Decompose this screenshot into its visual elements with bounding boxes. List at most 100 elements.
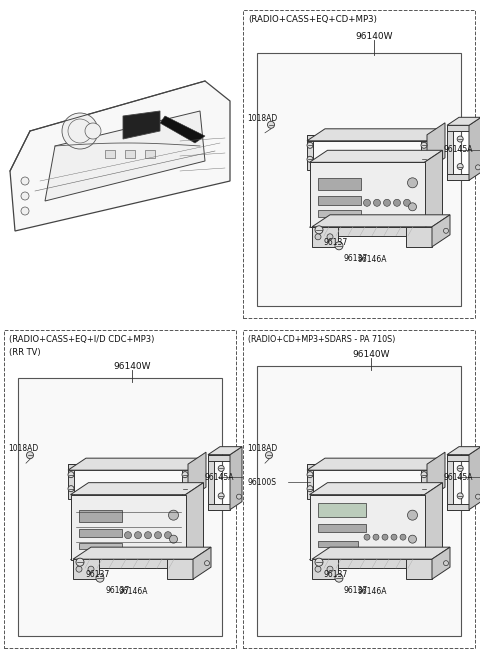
Polygon shape [68,458,206,470]
Bar [208,504,230,510]
Circle shape [315,226,323,234]
Text: (RR TV): (RR TV) [9,348,41,357]
Bar [307,134,313,170]
Bar [307,464,427,470]
Polygon shape [310,483,443,495]
Bar [125,150,135,158]
Bar [310,162,424,227]
Polygon shape [208,447,242,455]
Bar [71,495,185,560]
Circle shape [408,510,418,520]
Text: (RADIO+CD+MP3+SDARS - PA 710S): (RADIO+CD+MP3+SDARS - PA 710S) [248,335,396,344]
Circle shape [457,465,463,472]
Bar [447,125,453,180]
Text: (RADIO+CASS+EQ+CD+MP3): (RADIO+CASS+EQ+CD+MP3) [248,15,377,24]
Polygon shape [427,123,445,170]
Circle shape [62,113,98,149]
Circle shape [237,494,241,499]
Circle shape [68,485,74,491]
Bar [18,378,222,636]
Text: 96137: 96137 [324,238,348,247]
Circle shape [307,472,313,478]
Circle shape [335,574,343,582]
Circle shape [404,199,410,206]
Text: 1018AD: 1018AD [247,444,277,453]
Bar [317,178,361,190]
Polygon shape [160,116,205,143]
Bar [208,455,230,461]
Circle shape [307,156,313,162]
Circle shape [421,156,427,162]
Bar [79,529,122,537]
Circle shape [21,207,29,215]
Circle shape [165,531,171,539]
Text: 96145A: 96145A [204,473,234,482]
Polygon shape [230,447,242,510]
Circle shape [26,452,34,459]
Circle shape [169,535,178,543]
Bar [257,366,461,636]
Bar [68,464,188,470]
Polygon shape [312,227,338,247]
Text: 96100S: 96100S [248,478,277,487]
Bar [447,174,469,180]
Circle shape [457,493,463,499]
Polygon shape [427,452,445,499]
Bar [447,455,453,510]
Circle shape [21,192,29,200]
Bar [243,330,475,648]
Text: 96140W: 96140W [352,350,390,359]
Circle shape [421,142,427,148]
Bar [317,541,358,547]
Polygon shape [71,548,204,560]
Text: 1018AD: 1018AD [247,113,277,123]
Bar [317,196,361,205]
Circle shape [168,510,179,520]
Bar [105,150,115,158]
Circle shape [315,558,323,566]
Bar [406,227,432,247]
Bar [421,464,427,499]
Circle shape [373,534,379,540]
Circle shape [204,561,209,565]
Circle shape [457,163,463,169]
Text: 96137: 96137 [85,570,109,579]
Text: 96146A: 96146A [357,587,387,596]
Bar [317,503,366,517]
Polygon shape [312,559,338,579]
Bar [447,455,469,461]
Text: 96137: 96137 [344,586,368,595]
Text: 96137: 96137 [344,254,368,263]
Text: 96145A: 96145A [444,473,473,482]
Polygon shape [469,117,480,180]
Circle shape [315,566,321,572]
Text: 96137: 96137 [105,586,129,595]
Polygon shape [71,483,204,495]
Circle shape [476,165,480,170]
Bar [307,134,427,141]
Bar [324,559,420,568]
Polygon shape [310,548,443,560]
Polygon shape [73,547,211,559]
Polygon shape [424,150,443,227]
Circle shape [384,199,391,206]
Polygon shape [310,215,443,227]
Polygon shape [424,483,443,560]
Bar [79,510,122,522]
Bar [257,53,461,306]
Circle shape [307,485,313,491]
Polygon shape [307,458,445,470]
Circle shape [21,177,29,185]
Circle shape [182,472,188,478]
Circle shape [155,531,161,539]
Bar [421,134,427,170]
Bar [208,455,214,510]
Circle shape [363,199,371,206]
Circle shape [134,531,142,539]
Bar [317,211,361,216]
Bar [85,559,181,568]
Circle shape [267,121,275,129]
Circle shape [144,531,152,539]
Circle shape [76,558,84,566]
Circle shape [335,242,343,250]
